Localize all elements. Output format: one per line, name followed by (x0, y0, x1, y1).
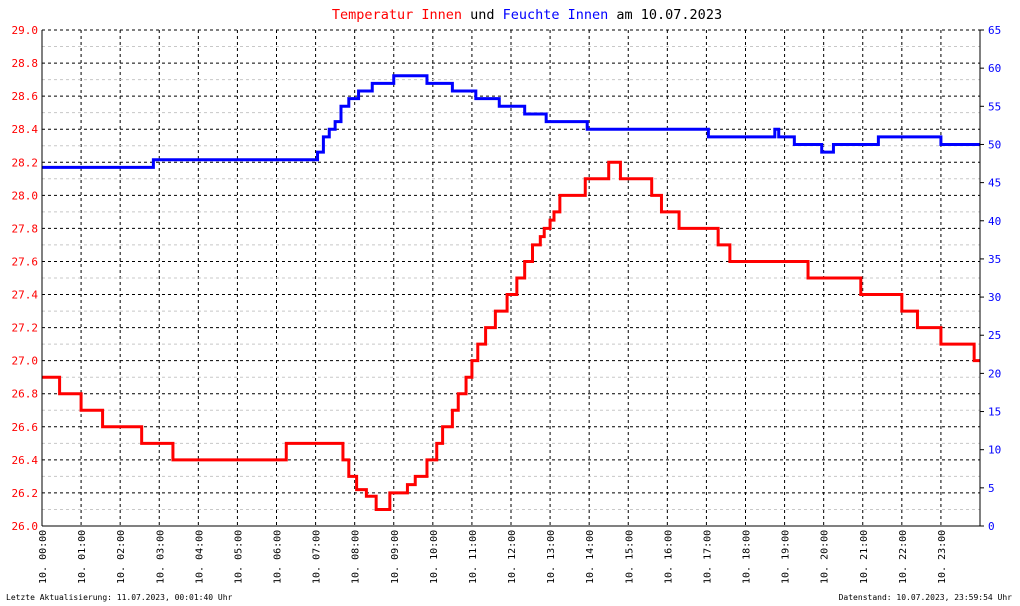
x-tick-label: 10. 00:00 (38, 530, 49, 584)
y-right-tick-label: 65 (988, 24, 1001, 37)
x-tick-label: 10. 05:00 (233, 530, 244, 584)
y-right-tick-label: 45 (988, 177, 1001, 190)
y-right-tick-label: 5 (988, 482, 995, 495)
data-timestamp-note: Datenstand: 10.07.2023, 23:59:54 Uhr (838, 593, 1012, 602)
y-left-tick-label: 26.0 (12, 520, 39, 533)
x-tick-label: 10. 16:00 (663, 530, 674, 584)
y-right-tick-label: 25 (988, 329, 1001, 342)
axes (41, 29, 984, 527)
x-tick-label: 10. 08:00 (351, 530, 362, 584)
x-tick-label: 10. 19:00 (781, 530, 792, 584)
y-left-tick-label: 26.6 (12, 421, 39, 434)
x-tick-label: 10. 23:00 (937, 530, 948, 584)
y-left-tick-label: 28.4 (12, 123, 39, 136)
x-tick-label: 10. 17:00 (702, 530, 713, 584)
y-right-tick-label: 35 (988, 253, 1001, 266)
x-tick-label: 10. 04:00 (194, 530, 205, 584)
x-tick-label: 10. 07:00 (312, 530, 323, 584)
y-left-tick-label: 29.0 (12, 24, 39, 37)
series-layer (42, 74, 980, 511)
title-humidity: Feuchte Innen (503, 7, 609, 23)
y-left-tick-label: 28.2 (12, 156, 39, 169)
x-tick-label: 10. 03:00 (155, 530, 166, 584)
x-tick-label: 10. 22:00 (898, 530, 909, 584)
y-right-tick-label: 10 (988, 444, 1001, 457)
x-tick-label: 10. 06:00 (273, 530, 284, 584)
y-right-tick-label: 55 (988, 100, 1001, 113)
grid (41, 29, 980, 527)
y-right-tick-label: 0 (988, 520, 995, 533)
y-left-tick-label: 27.4 (12, 289, 39, 302)
chart-title: Temperatur Innen und Feuchte Innen am 10… (332, 7, 722, 23)
tick-labels: 10. 00:00 10. 01:00 10. 02:00 10. 03:00 10. … (12, 24, 1002, 584)
y-left-tick-label: 28.8 (12, 57, 39, 70)
y-left-tick-label: 28.6 (12, 90, 39, 103)
humidity-line (42, 74, 980, 169)
x-tick-label: 10. 20:00 (820, 530, 831, 584)
x-tick-label: 10. 11:00 (468, 530, 479, 584)
x-tick-label: 10. 12:00 (507, 530, 518, 584)
y-left-tick-label: 27.2 (12, 322, 39, 335)
y-left-tick-label: 27.0 (12, 355, 39, 368)
y-right-tick-label: 40 (988, 215, 1001, 228)
x-tick-label: 10. 14:00 (585, 530, 596, 584)
x-tick-label: 10. 13:00 (546, 530, 557, 584)
x-tick-label: 10. 15:00 (624, 530, 635, 584)
temperature-line (42, 160, 980, 511)
y-left-tick-label: 26.2 (12, 487, 39, 500)
y-right-tick-label: 50 (988, 138, 1001, 151)
x-tick-label: 10. 02:00 (116, 530, 127, 584)
y-right-tick-label: 20 (988, 367, 1001, 380)
y-left-tick-label: 26.8 (12, 388, 39, 401)
y-left-tick-label: 27.6 (12, 255, 39, 268)
last-update-note: Letzte Aktualisierung: 11.07.2023, 00:01… (6, 593, 233, 602)
y-right-tick-label: 30 (988, 291, 1001, 304)
x-tick-label: 10. 18:00 (742, 530, 753, 584)
title-temperature: Temperatur Innen (332, 7, 462, 23)
y-left-tick-label: 27.8 (12, 222, 39, 235)
y-left-tick-label: 26.4 (12, 454, 39, 467)
x-tick-label: 10. 10:00 (429, 530, 440, 584)
title-und: und (462, 7, 503, 23)
title-date: am 10.07.2023 (608, 7, 722, 23)
x-tick-label: 10. 21:00 (859, 530, 870, 584)
y-right-tick-label: 60 (988, 62, 1001, 75)
x-tick-label: 10. 09:00 (390, 530, 401, 584)
x-tick-label: 10. 01:00 (77, 530, 88, 584)
y-left-tick-label: 28.0 (12, 189, 39, 202)
y-right-tick-label: 15 (988, 406, 1001, 419)
